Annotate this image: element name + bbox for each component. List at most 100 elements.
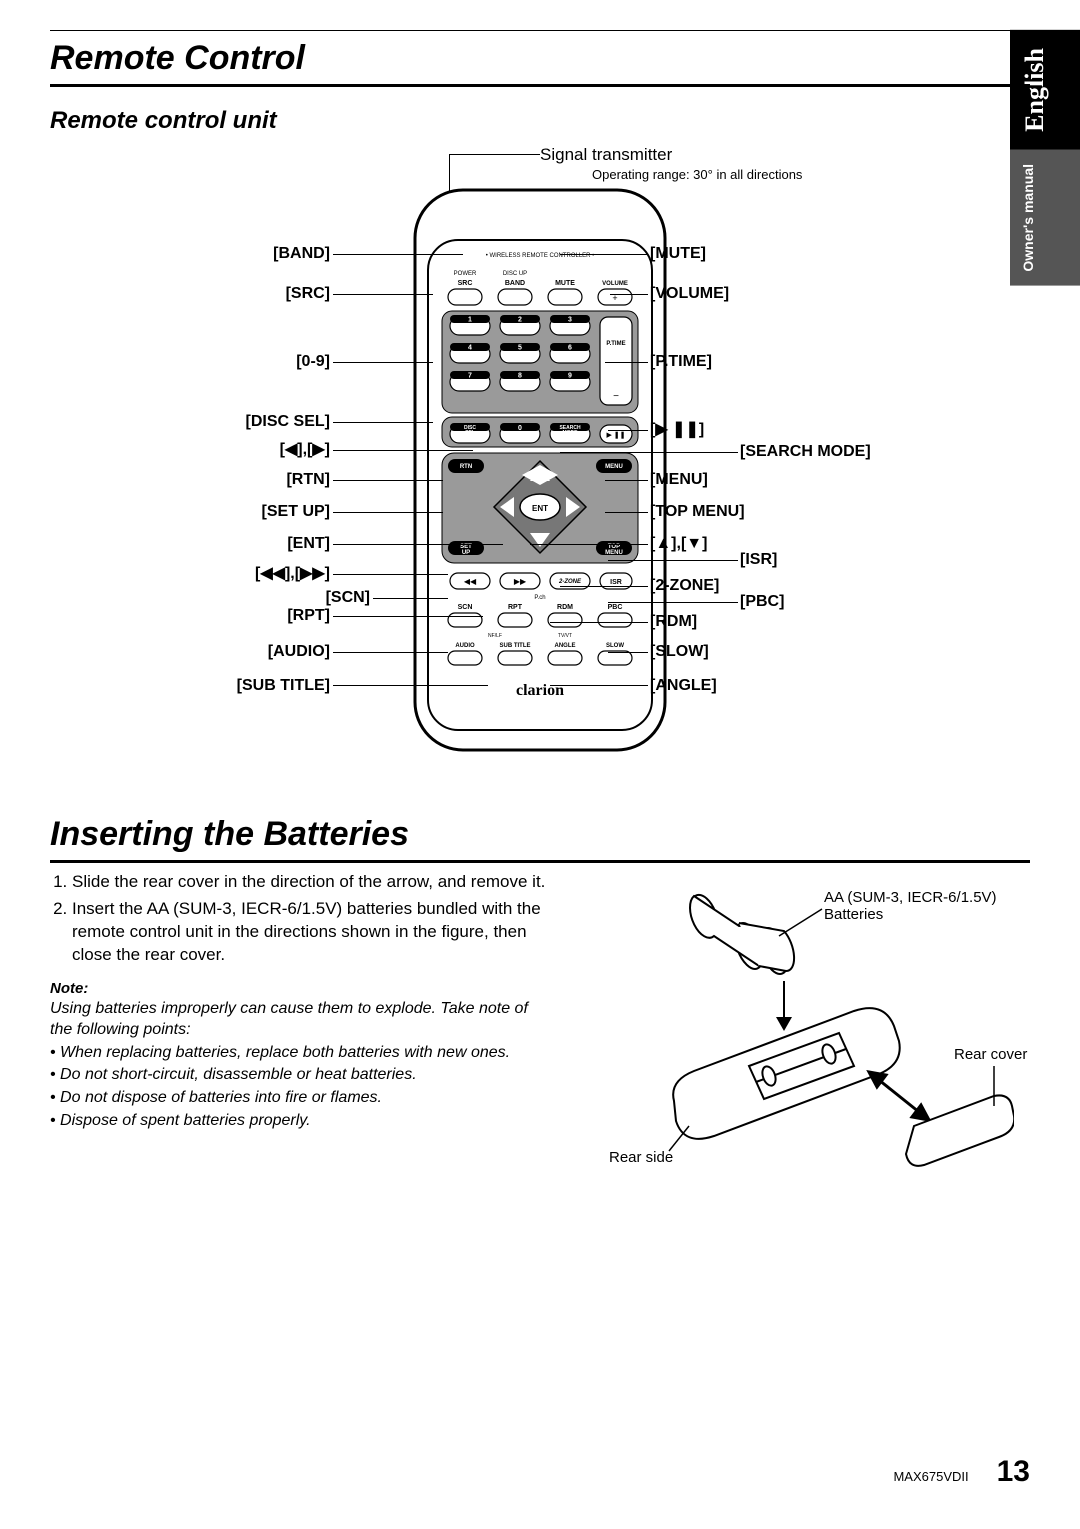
svg-text:SEL: SEL bbox=[465, 430, 475, 436]
svg-text:◀◀: ◀◀ bbox=[464, 577, 477, 586]
leader-line bbox=[605, 362, 648, 363]
svg-text:−: − bbox=[613, 391, 619, 402]
label-rdm: [RDM] bbox=[650, 613, 697, 631]
svg-text:4: 4 bbox=[468, 345, 472, 352]
leader-line bbox=[608, 560, 738, 561]
battery-step-1: Slide the rear cover in the direction of… bbox=[72, 871, 554, 894]
label-pbc: [PBC] bbox=[740, 593, 784, 611]
battery-steps: Slide the rear cover in the direction of… bbox=[50, 871, 554, 967]
leader-line bbox=[605, 512, 648, 513]
leader-line bbox=[333, 480, 443, 481]
label-volume: [VOLUME] bbox=[650, 285, 729, 303]
remote-illustration: • WIRELESS REMOTE CONTROLLER • POWER DIS… bbox=[410, 185, 670, 755]
label-search-mode: [SEARCH MODE] bbox=[740, 443, 871, 461]
note-item: When replacing batteries, replace both b… bbox=[50, 1043, 554, 1064]
page-content: Remote Control Remote control unit Signa… bbox=[50, 30, 1030, 1489]
footer-model: MAX675VDII bbox=[893, 1469, 968, 1484]
note-body: Using batteries improperly can cause the… bbox=[50, 999, 554, 1132]
label-isr: [ISR] bbox=[740, 551, 777, 569]
svg-text:RTN: RTN bbox=[460, 464, 472, 470]
leader-line bbox=[333, 450, 473, 451]
svg-text:ISR: ISR bbox=[610, 579, 622, 586]
note-heading: Note: bbox=[50, 979, 554, 999]
leader-line bbox=[333, 362, 433, 363]
label-rtn: [RTN] bbox=[286, 471, 330, 489]
label-set-up: [SET UP] bbox=[262, 503, 330, 521]
page-title: Remote Control bbox=[50, 39, 1030, 87]
svg-text:NF/LF: NF/LF bbox=[488, 633, 502, 639]
page-footer: MAX675VDII 13 bbox=[893, 1455, 1030, 1489]
leader-line bbox=[333, 652, 448, 653]
svg-text:P.ch: P.ch bbox=[534, 595, 545, 601]
svg-text:1: 1 bbox=[468, 317, 472, 324]
leader-line bbox=[333, 512, 443, 513]
leader-line bbox=[373, 598, 448, 599]
leader-line bbox=[530, 544, 648, 545]
svg-text:5: 5 bbox=[518, 345, 522, 352]
leader-line bbox=[333, 574, 448, 575]
svg-text:2-ZONE: 2-ZONE bbox=[558, 579, 582, 585]
fig-label-rear-side: Rear side bbox=[609, 1149, 673, 1166]
svg-text:ENT: ENT bbox=[532, 504, 548, 513]
leader-line bbox=[560, 586, 648, 587]
leader-line bbox=[560, 452, 738, 453]
svg-text:8: 8 bbox=[518, 373, 522, 380]
svg-text:3: 3 bbox=[568, 317, 572, 324]
svg-text:▶ ❚❚: ▶ ❚❚ bbox=[606, 431, 625, 439]
section-batteries-title: Inserting the Batteries bbox=[50, 815, 1030, 863]
signal-transmitter-label: Signal transmitter Operating range: 30° … bbox=[540, 145, 802, 182]
svg-text:SUB TITLE: SUB TITLE bbox=[500, 643, 531, 649]
fig-label-batteries: AA (SUM-3, IECR-6/1.5V) Batteries bbox=[824, 889, 1004, 923]
leader-line bbox=[333, 544, 503, 545]
fig-label-rear-cover: Rear cover bbox=[954, 1046, 1027, 1063]
svg-text:MENU: MENU bbox=[605, 550, 623, 556]
label-scn: [SCN] bbox=[326, 589, 370, 607]
leader-line bbox=[333, 616, 483, 617]
leader-line bbox=[333, 254, 463, 255]
svg-text:PBC: PBC bbox=[608, 604, 623, 611]
label-angle: [ANGLE] bbox=[650, 677, 717, 695]
note-list: When replacing batteries, replace both b… bbox=[50, 1043, 554, 1132]
svg-text:POWER: POWER bbox=[454, 271, 477, 277]
label-band: [BAND] bbox=[273, 245, 330, 263]
label-slow: [SLOW] bbox=[650, 643, 709, 661]
label-ptime: [P.TIME] bbox=[650, 353, 712, 371]
svg-text:P.TIME: P.TIME bbox=[606, 341, 625, 347]
note-intro: Using batteries improperly can cause the… bbox=[50, 999, 554, 1041]
svg-text:MODE: MODE bbox=[563, 430, 579, 436]
label-disc-sel: [DISC SEL] bbox=[246, 413, 330, 431]
leader-line bbox=[608, 652, 648, 653]
leader-line bbox=[333, 685, 488, 686]
svg-text:ANGLE: ANGLE bbox=[555, 643, 576, 649]
signal-sub-text: Operating range: 30° in all directions bbox=[592, 167, 802, 182]
label-play-pause: [▶ ❚❚] bbox=[650, 421, 704, 439]
leader-line bbox=[450, 154, 540, 155]
leader-line bbox=[333, 294, 433, 295]
label-rew-ff: [◀◀],[▶▶] bbox=[255, 565, 330, 583]
label-0-9: [0-9] bbox=[296, 353, 330, 371]
svg-text:TV/VT: TV/VT bbox=[558, 633, 572, 639]
svg-text:DISC UP: DISC UP bbox=[503, 271, 527, 277]
svg-text:1: 1 bbox=[467, 322, 472, 332]
label-up-down: [▲],[▼] bbox=[650, 535, 707, 553]
section-remote-unit: Remote control unit bbox=[50, 107, 1030, 135]
svg-text:7: 7 bbox=[468, 373, 472, 380]
leader-line bbox=[610, 294, 648, 295]
leader-line bbox=[550, 685, 648, 686]
battery-step-2: Insert the AA (SUM-3, IECR-6/1.5V) batte… bbox=[72, 898, 554, 967]
svg-text:RPT: RPT bbox=[508, 604, 523, 611]
leader-line bbox=[550, 622, 648, 623]
svg-text:▶▶: ▶▶ bbox=[514, 577, 527, 586]
note-item: Do not short-circuit, disassemble or hea… bbox=[50, 1065, 554, 1086]
svg-text:0: 0 bbox=[518, 425, 522, 432]
leader-line bbox=[560, 254, 648, 255]
svg-text:UP: UP bbox=[462, 550, 470, 556]
svg-text:SCN: SCN bbox=[458, 604, 473, 611]
note-item: Dispose of spent batteries properly. bbox=[50, 1111, 554, 1132]
battery-figure: AA (SUM-3, IECR-6/1.5V) Batteries Rear c… bbox=[574, 871, 1030, 1175]
svg-text:6: 6 bbox=[568, 345, 572, 352]
svg-text:VOLUME: VOLUME bbox=[602, 281, 628, 287]
leader-line bbox=[605, 480, 648, 481]
batteries-text: Slide the rear cover in the direction of… bbox=[50, 871, 554, 1175]
svg-text:MUTE: MUTE bbox=[555, 280, 575, 287]
